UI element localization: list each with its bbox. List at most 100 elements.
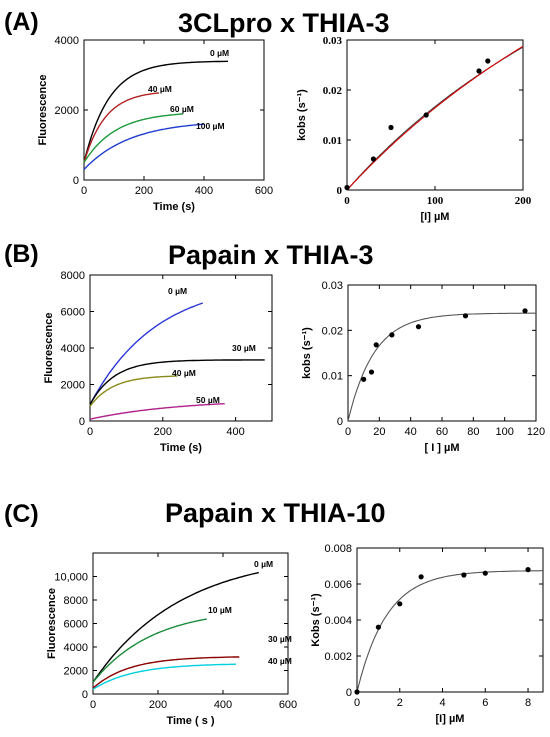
chart-c-left-series-label-3: 40 µM [268, 656, 292, 666]
chart-a-left-series-line-2 [83, 113, 183, 163]
chart-b-left-y-tick-label: 2000 [61, 380, 85, 392]
chart-b-right-x-tick-label: 80 [467, 426, 479, 438]
chart-a-right-y-axis-label: kobs (s⁻¹) [296, 89, 308, 141]
chart-b-right-data-point-4 [415, 324, 422, 330]
chart-c-left-y-tick-label: 10,000 [54, 572, 88, 584]
chart-a-right-x-tick-label: 0 [344, 195, 350, 207]
chart-c-right-data-point-0 [354, 689, 360, 695]
chart-b-left-y-tick-label: 8000 [61, 270, 85, 282]
panel-b-label: (B) [4, 240, 39, 268]
chart-a-left-x-tick-label: 600 [255, 185, 273, 197]
chart-b-left-series-label-0: 0 µM [168, 286, 187, 296]
chart-b-left-series-line-1 [89, 359, 265, 405]
chart-c-left-y-tick-label: 8000 [64, 595, 88, 607]
chart-b-right-x-tick-label: 20 [373, 426, 385, 438]
chart-b-right-data-point-1 [368, 369, 375, 375]
chart-c-right-x-axis-label: [I] µM [436, 713, 465, 725]
chart-b-right-y-axis-label: kobs (s⁻¹) [301, 327, 313, 379]
chart-a-fluorescence: 0 200 400 600 0 2000 4000 Time (s) Fluorescence 0… [37, 35, 273, 213]
chart-b-right-x-tick-label: 120 [527, 426, 545, 438]
chart-b-left-series-label-1: 30 µM [232, 343, 256, 353]
chart-b-left-x-tick-label: 200 [154, 426, 172, 438]
chart-a-left-series-line-1 [83, 92, 160, 163]
chart-b-right-y-tick-label: 0.02 [322, 325, 343, 337]
chart-c-left-x-axis-label: Time ( s ) [166, 715, 214, 727]
chart-c-right-y-axis-label: Kobs (s⁻¹) [310, 593, 322, 647]
chart-a-left-series-label-1: 40 µM [148, 84, 172, 94]
chart-a-left-x-tick-label: 0 [81, 185, 87, 197]
chart-a-right-data-point-3 [423, 112, 429, 118]
chart-b-right-data-point-3 [389, 332, 395, 338]
chart-a-right-x-tick-label: 100 [427, 195, 444, 207]
chart-a-left-x-axis-label: Time (s) [153, 201, 195, 213]
chart-c-right-plot-frame [356, 547, 544, 693]
chart-c-left-series-line-2 [92, 656, 240, 689]
chart-c-right-data-point-2 [397, 601, 403, 607]
chart-b-left-y-tick-label: 6000 [61, 307, 85, 319]
chart-c-left-y-tick-label: 4000 [64, 642, 88, 654]
chart-c-left-series-line-1 [92, 618, 207, 683]
chart-b-left-y-tick-label: 0 [79, 416, 85, 428]
chart-c-right-data-point-5 [482, 570, 488, 576]
chart-a-left-series-label-2: 60 µM [170, 104, 194, 114]
chart-a-right-data-point-2 [388, 124, 394, 131]
chart-b-right-x-tick-label: 60 [436, 426, 448, 438]
chart-c-left-x-tick-label: 600 [279, 699, 297, 711]
chart-c-left-x-tick-label: 200 [149, 699, 167, 711]
chart-a-right-data-point-1 [370, 156, 376, 162]
chart-a-left-series-line-3 [83, 123, 205, 170]
chart-c-right-y-tick-label: 0.008 [324, 543, 352, 555]
chart-a-right-data-point-0 [344, 184, 350, 191]
panel-a-title: 3CLpro x THIA-3 [178, 8, 390, 38]
chart-b-left-x-tick-label: 400 [226, 426, 244, 438]
chart-b-right-fit-line [347, 312, 536, 422]
chart-b-kobs: 0 20 40 60 80 100 120 0 0.01 0.02 0.03 [ I ] µM kobs… [301, 280, 545, 454]
chart-b-left-y-tick-label: 4000 [61, 343, 85, 355]
chart-a-right-y-tick-label: 0.01 [323, 135, 342, 147]
chart-c-left-y-tick-label: 0 [82, 689, 88, 701]
chart-b-left-x-axis-label: Time (s) [160, 442, 202, 454]
chart-a-right-fit-line-gray [346, 46, 524, 191]
chart-b-left-x-tick-label: 0 [87, 426, 93, 438]
chart-c-left-x-tick-label: 400 [214, 699, 232, 711]
chart-c-right-x-tick-label: 0 [354, 697, 360, 709]
chart-b-right-x-tick-label: 40 [405, 426, 417, 438]
chart-b-right-data-point-0 [361, 376, 367, 382]
chart-c-right-x-tick-label: 6 [482, 697, 488, 709]
chart-c-right-data-point-6 [525, 567, 531, 573]
chart-a-right-x-axis-label: [I] µM [421, 211, 450, 223]
chart-c-right-data-point-3 [418, 574, 424, 580]
chart-a-left-y-tick-label: 0 [73, 175, 79, 187]
chart-c-right-fit-line [356, 570, 543, 693]
chart-a-kobs: 0 100 200 0 0.01 0.02 0.03 [I] µM kobs (s⁻¹) [296, 35, 532, 223]
panel-c-label: (C) [4, 500, 39, 528]
chart-b-left-series-line-2 [89, 375, 178, 407]
chart-a-right-y-tick-label: 0.03 [323, 35, 343, 47]
chart-b-right-data-point-5 [462, 313, 469, 319]
chart-c-right-x-tick-label: 4 [439, 697, 445, 709]
chart-b-left-series-label-2: 40 µM [172, 368, 196, 378]
chart-a-right-y-tick-label: 0.02 [323, 85, 343, 97]
chart-c-left-y-axis-label: Fluorescence [46, 588, 58, 659]
panel-c-title: Papain x THIA-10 [165, 498, 386, 528]
chart-c-right-x-tick-label: 8 [525, 697, 531, 709]
chart-c-left-series-line-0 [92, 571, 259, 683]
chart-c-left-series-line-3 [92, 663, 236, 690]
chart-c-left-y-tick-label: 6000 [64, 619, 88, 631]
chart-b-right-y-tick-label: 0 [337, 416, 343, 428]
chart-a-left-series-label-0: 0 µM [210, 48, 229, 58]
chart-c-left-series-label-1: 10 µM [208, 605, 232, 615]
panel-a-label: (A) [4, 8, 39, 36]
chart-c-right-y-tick-label: 0.006 [324, 579, 352, 591]
chart-b-right-x-tick-label: 0 [345, 426, 351, 438]
chart-b-right-x-tick-label: 100 [495, 426, 513, 438]
chart-a-left-y-tick-label: 4000 [55, 35, 79, 47]
chart-a-left-x-tick-label: 400 [195, 185, 213, 197]
chart-b-left-y-axis-label: Fluorescence [43, 313, 55, 384]
chart-a-right-data-point-5 [485, 58, 491, 64]
chart-b-right-data-point-6 [522, 308, 528, 314]
chart-b-right-data-point-2 [373, 342, 379, 348]
chart-c-left-series-label-2: 30 µM [268, 634, 292, 644]
